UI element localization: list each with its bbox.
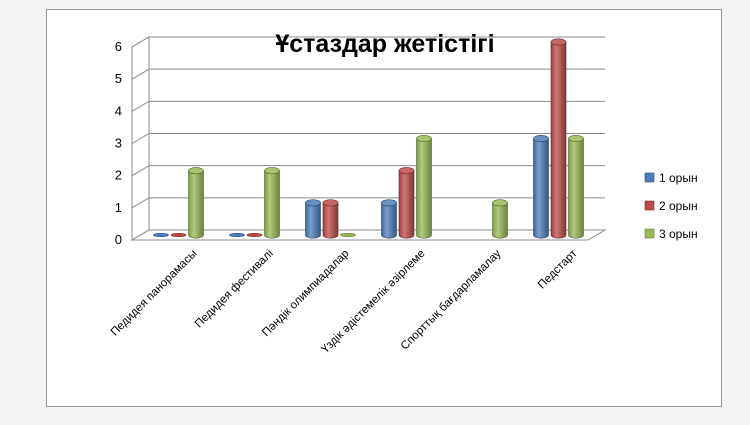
bar-2-орын [398,167,415,239]
gridline [131,165,605,177]
bar-3-орын [264,167,280,239]
legend-swatch [644,228,655,239]
gridline [131,100,605,112]
bars-layer [153,38,584,239]
y-tick-label: 1 [115,200,122,215]
bar-3-орын [492,199,508,239]
legend-label: 3 орын [659,227,698,241]
y-tick-label: 6 [115,39,122,54]
bar-3-орын [188,167,204,239]
legend-label: 2 орын [659,199,698,213]
legend-label: 1 орын [659,171,698,185]
bar-3-орын [416,135,432,239]
legend-item: 2 орын [644,199,698,213]
bar-1-орын [533,135,549,239]
bar-3-орын [340,232,356,238]
bar-3-орын [568,135,584,239]
gridline [131,36,605,48]
chart-title: Ұстаздар жетістігі [275,30,494,58]
y-tick-label: 4 [115,103,122,118]
x-category-label: Пәндік олимпиадалар [260,248,351,339]
grid-layer [130,36,607,241]
gridline [131,68,605,80]
gridline [131,197,605,209]
legend-item: 1 орын [644,171,698,185]
x-category-label: Педидея фестивалі [193,248,276,331]
y-tick-label: 0 [115,232,122,247]
bar-1-орын [381,199,397,239]
y-tick-label: 5 [115,71,122,86]
legend-swatch [644,172,655,183]
legend-item: 3 орын [644,227,698,241]
y-tick-label: 3 [115,136,122,151]
gridline [131,229,605,241]
bar-2-орын [170,232,187,238]
x-category-label: Педстарт [536,247,580,291]
bar-1-орын [153,232,169,238]
x-category-label: Педидея панорамасы [109,248,200,339]
legend: 1 орын 2 орын 3 орын [644,171,698,241]
bar-2-орын [246,232,263,238]
y-tick-label: 2 [115,168,122,183]
bar-2-орын [550,38,567,239]
bar-1-орын [305,199,321,239]
bar-2-орын [322,199,339,239]
gridline [131,133,605,144]
legend-swatch [644,200,655,211]
bar-1-орын [229,232,245,238]
